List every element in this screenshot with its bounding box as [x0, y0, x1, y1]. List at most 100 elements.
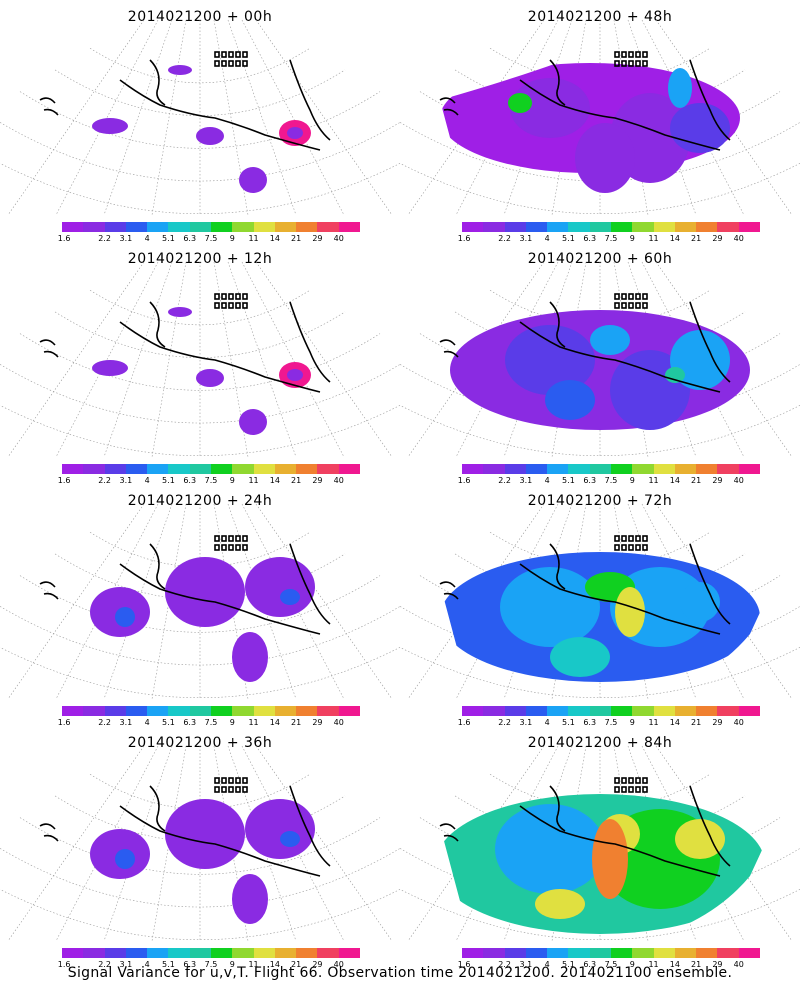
island-outline: [242, 786, 248, 793]
colorbar-swatch: [253, 706, 275, 716]
colorbar-swatch: [462, 464, 484, 474]
colorbar-swatch: [653, 464, 675, 474]
colorbar-tick-label: 3.1: [119, 718, 133, 727]
colorbar-tick-label: 2.2: [98, 718, 111, 727]
colorbar-tick-label: 14: [269, 234, 280, 243]
colorbar-swatch: [104, 948, 126, 958]
variance-map: [0, 745, 400, 942]
colorbar-tick-label: 4: [544, 718, 550, 727]
contour-region: [590, 325, 630, 355]
colorbar-tick-label: 29: [312, 960, 323, 969]
island-outline: [214, 302, 220, 309]
coastline-segment: [439, 581, 459, 600]
colorbar-swatch: [504, 948, 526, 958]
contour-region: [232, 632, 268, 682]
island-outline: [242, 302, 248, 309]
colorbar-tick-label: 5.1: [562, 234, 575, 243]
colorbar-swatch: [210, 222, 233, 232]
panel-title: 2014021200 + 48h: [527, 9, 673, 25]
colorbar-tick-label: 11: [648, 960, 659, 969]
island-outline: [228, 302, 234, 309]
contour-region: [280, 831, 300, 847]
island-outline: [614, 544, 620, 551]
colorbar-swatch: [104, 464, 126, 474]
island-outline: [614, 535, 620, 542]
colorbar-tick-label: 1.6: [457, 234, 471, 243]
longitude-line: [7, 261, 145, 458]
island-outline: [214, 777, 220, 784]
colorbar-swatch: [483, 948, 505, 958]
colorbar-tick-label: 7.5: [204, 476, 218, 485]
colorbar-swatch: [210, 948, 233, 958]
colorbar-swatch: [589, 706, 611, 716]
colorbar-swatch: [147, 222, 169, 232]
colorbar-swatch: [568, 222, 590, 232]
colorbar-swatch: [317, 706, 339, 716]
latitude-line: [0, 162, 400, 215]
colorbar-swatch: [274, 222, 297, 232]
island-outline: [621, 60, 627, 67]
colorbar-swatch: [504, 222, 526, 232]
colorbar-swatch: [62, 464, 84, 474]
variance-map: [400, 19, 800, 216]
colorbar-tick-label: 29: [312, 476, 323, 485]
longitude-line: [255, 19, 393, 216]
colorbar-swatch: [210, 464, 233, 474]
variance-map: [0, 503, 400, 700]
island-outline: [221, 544, 227, 551]
colorbar-labels: 1.6 2.2 3.1 4 5.1 6.3 7.5 9 11 14 21 29 40: [458, 960, 760, 970]
colorbar-tick-label: 21: [291, 476, 302, 485]
colorbar-tick-label: 29: [312, 718, 323, 727]
longitude-line: [7, 503, 145, 700]
colorbar-tick-label: 29: [712, 960, 723, 969]
colorbar-swatch: [483, 706, 505, 716]
contour-region: [92, 360, 128, 376]
island-outline: [214, 535, 220, 542]
colorbar-swatch: [674, 706, 697, 716]
colorbar-swatch: [83, 464, 105, 474]
colorbar-tick-label: 7.5: [604, 234, 618, 243]
colorbar-tick-label: 40: [733, 234, 744, 243]
colorbar-swatch: [338, 706, 360, 716]
panel-title: 2014021200 + 84h: [527, 735, 673, 751]
colorbar-tick-label: 2.2: [98, 234, 111, 243]
longitude-line: [407, 745, 545, 942]
colorbar-tick-label: 29: [712, 234, 723, 243]
colorbar-tick-label: 29: [712, 718, 723, 727]
island-outline: [628, 302, 634, 309]
coastline-segment: [119, 563, 321, 635]
colorbar-swatch: [589, 464, 611, 474]
coastline: [39, 51, 331, 151]
colorbar-swatch: [274, 706, 297, 716]
colorbar-swatch: [83, 706, 105, 716]
colorbar-swatch: [338, 464, 360, 474]
colorbar: [462, 222, 760, 232]
coastline-segment: [289, 543, 331, 625]
coastline: [39, 535, 331, 635]
colorbar-tick-label: 21: [291, 960, 302, 969]
contour-region: [668, 68, 692, 108]
island-outline: [228, 777, 234, 784]
island-outline: [635, 302, 641, 309]
island-outline: [221, 786, 227, 793]
colorbar-labels: 1.6 2.2 3.1 4 5.1 6.3 7.5 9 11 14 21 29 40: [458, 718, 760, 728]
island-outline: [235, 535, 241, 542]
contour-region: [196, 369, 224, 387]
colorbar-tick-label: 11: [648, 234, 659, 243]
colorbar-swatch: [632, 706, 654, 716]
island-outline: [642, 302, 648, 309]
island-outline: [228, 786, 234, 793]
colorbar-swatch: [274, 948, 297, 958]
island-outline: [642, 786, 648, 793]
colorbar-tick-label: 5.1: [162, 234, 175, 243]
longitude-line: [227, 19, 297, 216]
colorbar-tick-label: 40: [733, 476, 744, 485]
colorbar-swatch: [189, 706, 211, 716]
colorbar-tick-label: 11: [248, 476, 259, 485]
island-outline: [235, 51, 241, 58]
colorbar-swatch: [104, 706, 126, 716]
longitude-line: [255, 503, 393, 700]
island-outline: [621, 544, 627, 551]
colorbar-swatch: [610, 222, 633, 232]
colorbar-swatch: [338, 948, 360, 958]
